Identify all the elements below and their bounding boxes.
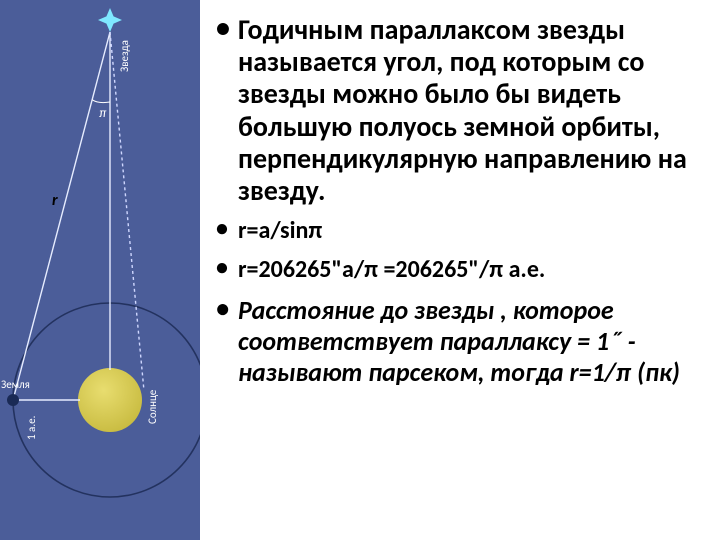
svg-text:Земля: Земля [1,378,30,391]
bullet-definition: Годичным параллаксом звезды называется у… [210,14,700,207]
bullet-formula-1: r=a/sinπ [210,217,700,246]
diagram-svg: π r Звезда Солнце 1 а.е. Земля [0,0,200,540]
svg-text:π: π [99,106,107,121]
bullet-parsec: Расстояние до звезды , которое соответст… [210,295,700,389]
parsec-text: Расстояние до звезды , которое соответст… [238,294,680,388]
bullet-list: Годичным параллаксом звезды называется у… [210,14,700,388]
svg-text:1 а.е.: 1 а.е. [25,415,38,440]
bullet-formula-2: r=206265"a/π =206265"/π а.е. [210,256,700,285]
svg-text:Солнце: Солнце [146,389,159,424]
svg-text:Звезда: Звезда [118,40,131,72]
formula1-text: r=a/sinπ [238,216,322,245]
text-content: Годичным параллаксом звезды называется у… [200,0,720,540]
formula2-text: r=206265"a/π =206265"/π а.е. [238,255,545,284]
parallax-diagram: π r Звезда Солнце 1 а.е. Земля [0,0,200,540]
svg-text:r: r [52,191,58,210]
definition-text: Годичным параллаксом звезды называется у… [238,12,687,208]
slide: π r Звезда Солнце 1 а.е. Земля Годичным … [0,0,720,540]
